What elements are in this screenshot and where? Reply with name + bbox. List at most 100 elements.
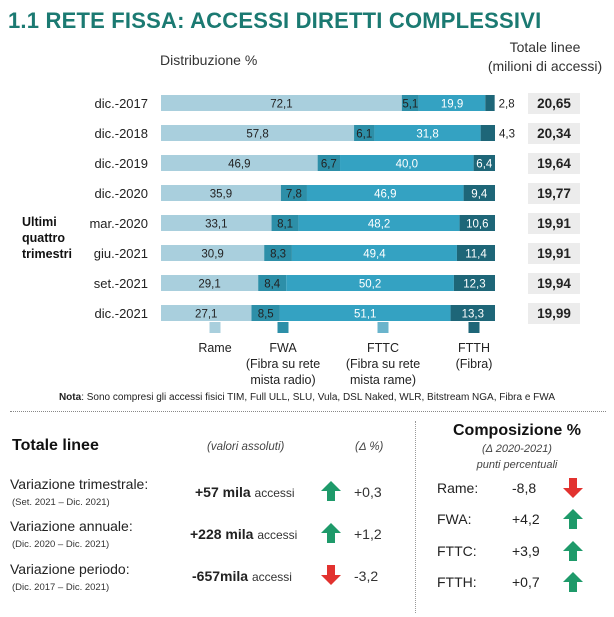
bar-segment-fwa bbox=[401, 95, 419, 111]
bar-segment-ftth bbox=[456, 245, 495, 261]
bar-segment-ftth bbox=[453, 275, 495, 291]
bar-segment-fttc bbox=[279, 305, 451, 321]
bar-segment-ftth bbox=[463, 185, 495, 201]
bar-segment-fttc bbox=[340, 155, 474, 171]
arrow-up-icon bbox=[563, 541, 583, 561]
total-box bbox=[528, 243, 580, 264]
data-label: 4,3 bbox=[499, 129, 515, 141]
note: Nota: Sono compresi gli accessi fisici T… bbox=[0, 392, 614, 403]
composizione-value: +0,7 bbox=[512, 574, 540, 590]
note-label: Nota bbox=[58, 392, 82, 403]
legend-label: mista radio) bbox=[250, 373, 315, 387]
legend-swatch-fwa bbox=[277, 322, 289, 333]
bar-segment-fwa bbox=[258, 275, 287, 291]
composizione-subtitle: (Δ 2020-2021) bbox=[482, 443, 552, 455]
group-label-line: quattro bbox=[22, 231, 66, 245]
bar-segment-fttc bbox=[291, 245, 457, 261]
legend-label: (Fibra su rete bbox=[246, 357, 320, 371]
composizione-title: Composizione % bbox=[452, 422, 581, 439]
data-label: 11,4 bbox=[465, 249, 487, 261]
variation-period: (Set. 2021 – Dic. 2021) bbox=[12, 497, 110, 508]
variation-label: Variazione periodo: bbox=[10, 561, 130, 577]
total-value: 19,64 bbox=[537, 156, 571, 171]
data-label: 40,0 bbox=[396, 159, 418, 171]
page-title: 1.1 RETE FISSA: ACCESSI DIRETTI COMPLESS… bbox=[8, 8, 542, 33]
bar-segment-ftth bbox=[450, 305, 495, 321]
composizione-label: FTTC: bbox=[437, 543, 477, 559]
data-label: 6,4 bbox=[476, 159, 493, 171]
bar-segment-ftth bbox=[473, 155, 495, 171]
bar-segment-fttc bbox=[306, 185, 464, 201]
legend-label: Rame bbox=[198, 341, 231, 355]
divider bbox=[10, 411, 606, 412]
group-label: Ultimi quattro trimestri bbox=[22, 214, 72, 262]
data-label: 13,3 bbox=[462, 309, 484, 321]
legend-swatch-fttc bbox=[377, 322, 389, 333]
bar-segment-ftth bbox=[459, 215, 495, 231]
arrow-up-icon bbox=[563, 572, 583, 592]
variation-delta: +1,2 bbox=[354, 526, 382, 542]
bar-segment-fwa bbox=[280, 185, 307, 201]
category-label: dic.-2021 bbox=[95, 306, 148, 321]
bar-segment-fwa bbox=[251, 305, 280, 321]
data-label: 8,1 bbox=[277, 219, 293, 231]
variation-delta: -3,2 bbox=[354, 568, 379, 584]
composizione-label: FTTH: bbox=[437, 574, 477, 590]
variation-value: +228 mila accessi bbox=[190, 526, 297, 542]
category-label: dic.-2019 bbox=[95, 156, 148, 171]
bar-segment-rame bbox=[161, 245, 265, 261]
totals-header: Totale linee (milioni di accessi) bbox=[478, 38, 612, 76]
data-label: 12,3 bbox=[463, 279, 485, 291]
legend-swatch-rame bbox=[209, 322, 221, 333]
variation-label: Variazione trimestrale: bbox=[10, 476, 149, 492]
total-value: 19,77 bbox=[537, 186, 571, 201]
bar-segment-fttc bbox=[374, 125, 481, 141]
data-label: 29,1 bbox=[198, 279, 220, 291]
data-label: 30,9 bbox=[201, 249, 223, 261]
total-value: 19,91 bbox=[537, 246, 571, 261]
total-box bbox=[528, 123, 580, 144]
data-label: 46,9 bbox=[374, 189, 396, 201]
data-label: 19,9 bbox=[441, 99, 463, 111]
total-value: 19,99 bbox=[537, 306, 571, 321]
totale-linee-title: Totale linee bbox=[12, 437, 99, 454]
arrow-down-icon bbox=[563, 478, 583, 498]
variation-period: (Dic. 2017 – Dic. 2021) bbox=[12, 582, 110, 593]
bar-segment-fwa bbox=[264, 245, 292, 261]
data-label: 8,3 bbox=[270, 249, 286, 261]
bar-segment-rame bbox=[161, 215, 272, 231]
legend-label: mista rame) bbox=[350, 373, 416, 387]
bar-segment-rame bbox=[161, 155, 318, 171]
bar-segment-rame bbox=[161, 125, 355, 141]
variation-unit: accessi bbox=[254, 486, 295, 500]
bar-segment-fttc bbox=[418, 95, 486, 111]
note-text: : Sono compresi gli accessi fisici TIM, … bbox=[81, 392, 556, 403]
bar-segment-rame bbox=[161, 95, 402, 111]
data-label: 31,8 bbox=[416, 129, 438, 141]
variation-delta: +0,3 bbox=[354, 484, 382, 500]
data-label: 9,4 bbox=[471, 189, 488, 201]
composizione-label: Rame: bbox=[437, 480, 479, 496]
variation-number: +57 mila bbox=[195, 484, 251, 500]
data-label: 49,4 bbox=[363, 249, 386, 261]
variation-label: Variazione annuale: bbox=[10, 518, 133, 534]
divider bbox=[415, 421, 416, 613]
category-label: dic.-2017 bbox=[95, 96, 148, 111]
category-label: dic.-2020 bbox=[95, 186, 148, 201]
arrow-up-icon bbox=[321, 481, 341, 501]
category-label: set.-2021 bbox=[94, 276, 148, 291]
bar-segment-fttc bbox=[286, 275, 454, 291]
data-label: 8,5 bbox=[258, 309, 274, 321]
composizione-value: +4,2 bbox=[512, 511, 540, 527]
arrow-up-icon bbox=[321, 523, 341, 543]
data-label: 2,8 bbox=[499, 99, 515, 111]
total-box bbox=[528, 303, 580, 324]
composizione-label: FWA: bbox=[437, 511, 472, 527]
composizione-value: -8,8 bbox=[512, 480, 537, 496]
legend-label: FTTH bbox=[458, 341, 490, 355]
data-label: 50,2 bbox=[359, 279, 381, 291]
data-label: 51,1 bbox=[354, 309, 376, 321]
stacked-bar-chart: dic.-2017 72,1 5,1 19,9 2,8 20,65 dic.-2018 57,… bbox=[89, 93, 580, 387]
variation-unit: accessi bbox=[251, 570, 292, 584]
arrow-down-icon bbox=[321, 565, 341, 585]
